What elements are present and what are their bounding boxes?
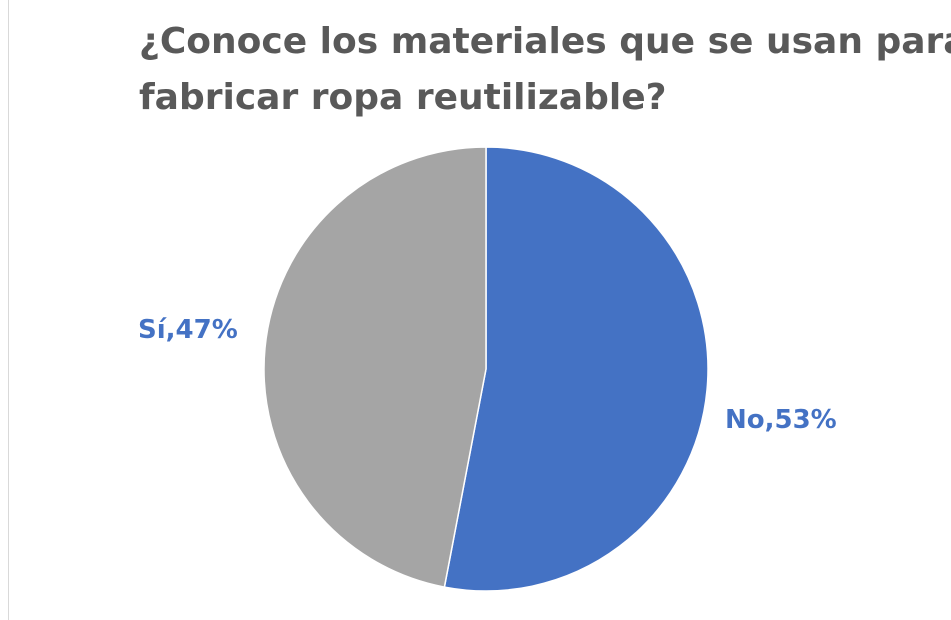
- pie-slice-no: [443, 146, 709, 592]
- chart-title: ¿Conoce los materiales que se usan para …: [139, 14, 951, 126]
- data-label-si: Sí,47%: [138, 315, 238, 345]
- chart-title-line-1: ¿Conoce los materiales que se usan para: [139, 21, 951, 62]
- pie-slice-si: [263, 146, 487, 588]
- data-label-no: No,53%: [725, 405, 837, 435]
- chart-title-line-2: fabricar ropa reutilizable?: [139, 77, 667, 118]
